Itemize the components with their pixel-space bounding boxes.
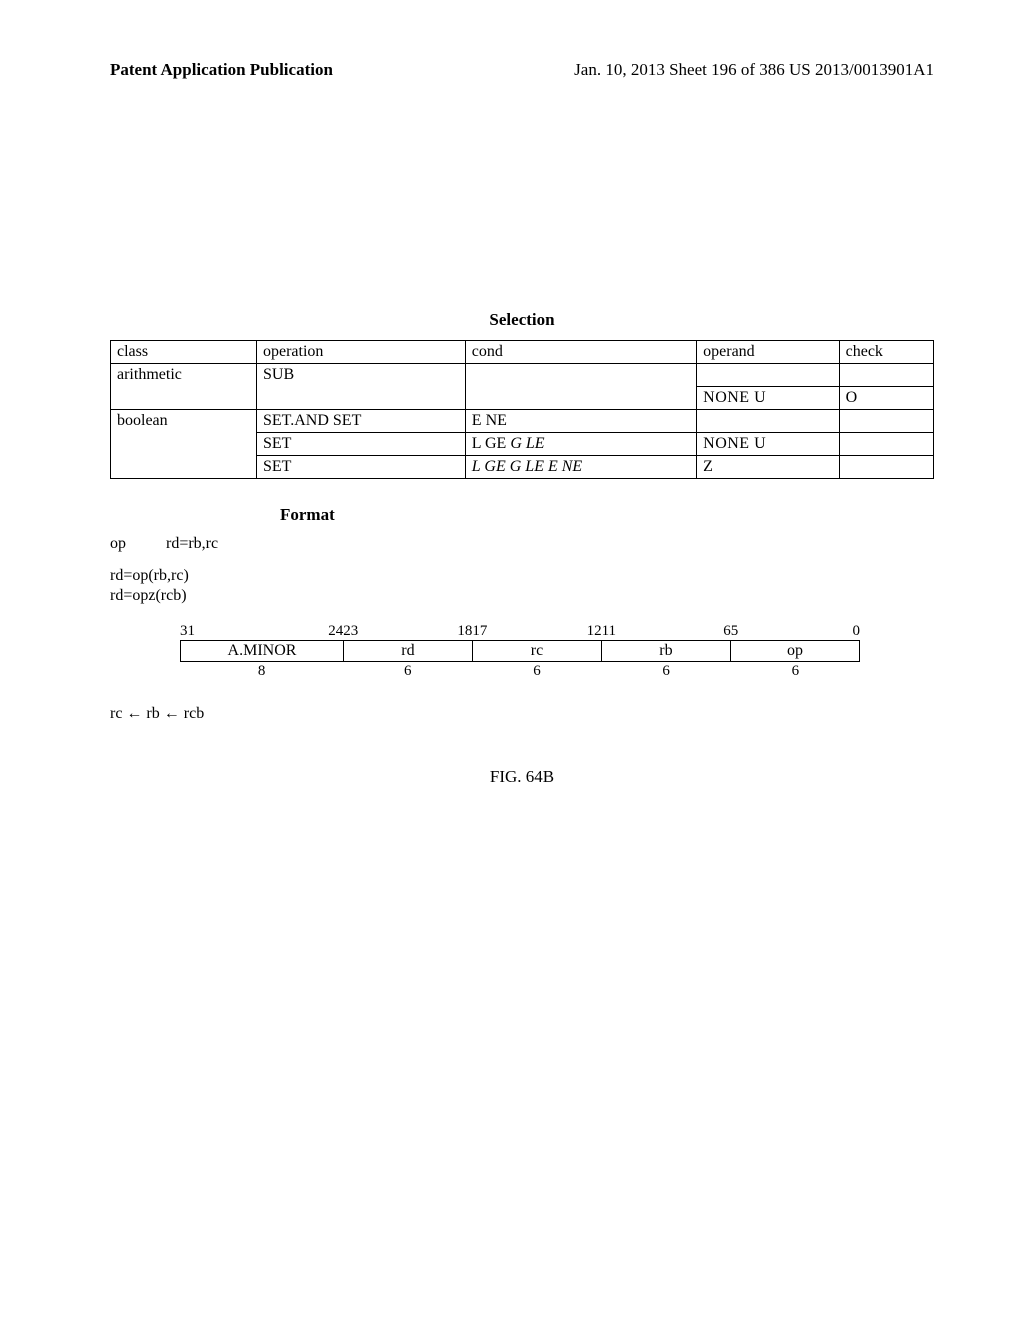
- cell-check: O: [839, 386, 933, 409]
- table-row: 31 24 23 18 17 12 11 6 5 0: [180, 623, 860, 640]
- cell-op: SET: [256, 432, 465, 455]
- bitfield-widths: 8 6 6 6 6: [180, 662, 860, 681]
- fmt-rest: rd=rb,rc: [166, 535, 218, 552]
- table-row: arithmetic SUB: [111, 364, 934, 387]
- cell-cond: [465, 364, 696, 387]
- bit-label: 31: [180, 623, 262, 640]
- page-root: Patent Application Publication Jan. 10, …: [0, 0, 1024, 787]
- table-row: A.MINOR rd rc rb op: [181, 640, 860, 661]
- table-row: NONE U O: [111, 386, 934, 409]
- bitfield-cell: rc: [472, 640, 601, 661]
- cell-operand: NONE U: [697, 386, 839, 409]
- cell-op: SET.AND SET: [256, 409, 465, 432]
- cell-check: [839, 455, 933, 478]
- bit-label: 23: [343, 623, 408, 640]
- col-operand: operand: [697, 341, 839, 364]
- cell-op: [256, 386, 465, 409]
- bitfield-width: 6: [472, 662, 601, 681]
- cell-operand: [697, 409, 839, 432]
- cell-cond: L GE G LE: [465, 432, 696, 455]
- format-line-2: rd=op(rb,rc): [110, 567, 934, 585]
- bitfield-cell: rd: [343, 640, 472, 661]
- header-right: Jan. 10, 2013 Sheet 196 of 386 US 2013/0…: [574, 60, 934, 80]
- table-row: boolean SET.AND SET E NE: [111, 409, 934, 432]
- operand-text: NONE U: [703, 435, 766, 452]
- col-cond: cond: [465, 341, 696, 364]
- table-row: SET L GE G LE NONE U: [111, 432, 934, 455]
- bit-label: 5: [731, 623, 796, 640]
- flow-expr: rc ← rb ← rcb: [110, 705, 934, 723]
- col-operation: operation: [256, 341, 465, 364]
- cell-operand: Z: [697, 455, 839, 478]
- format-line-3: rd=opz(rcb): [110, 587, 934, 605]
- bitfield-cell: op: [730, 640, 859, 661]
- fmt-op: op: [110, 535, 162, 553]
- cell-cond: [465, 386, 696, 409]
- spacer: [110, 555, 934, 565]
- cell-class: [111, 455, 257, 478]
- cell-check: [839, 409, 933, 432]
- cell-class: boolean: [111, 409, 257, 432]
- cell-cond: E NE: [465, 409, 696, 432]
- bit-label: 18: [408, 623, 473, 640]
- cell-class: [111, 386, 257, 409]
- bitfield-cell: A.MINOR: [181, 640, 344, 661]
- selection-title: Selection: [110, 310, 934, 330]
- bitfield-top-labels: 31 24 23 18 17 12 11 6 5 0: [180, 623, 860, 640]
- table-row: SET L GE G LE E NE Z: [111, 455, 934, 478]
- bitfield-cells: A.MINOR rd rc rb op: [180, 640, 860, 662]
- cell-operand: [697, 364, 839, 387]
- col-class: class: [111, 341, 257, 364]
- cell-class: [111, 432, 257, 455]
- page-header: Patent Application Publication Jan. 10, …: [110, 60, 934, 80]
- format-title: Format: [280, 505, 934, 525]
- bit-label: 24: [262, 623, 344, 640]
- cell-class: arithmetic: [111, 364, 257, 387]
- selection-table: class operation cond operand check arith…: [110, 340, 934, 479]
- bitfield-diagram: 31 24 23 18 17 12 11 6 5 0 A.MINOR rd rc: [180, 623, 860, 681]
- cell-check: [839, 364, 933, 387]
- bit-label: 6: [666, 623, 731, 640]
- table-row: 8 6 6 6 6: [180, 662, 860, 681]
- format-line-1: op rd=rb,rc: [110, 535, 934, 553]
- col-check: check: [839, 341, 933, 364]
- bitfield-width: 8: [180, 662, 343, 681]
- bitfield-cell: rb: [601, 640, 730, 661]
- header-left: Patent Application Publication: [110, 60, 333, 80]
- bitfield-width: 6: [731, 662, 860, 681]
- format-block: Format op rd=rb,rc rd=op(rb,rc) rd=opz(r…: [110, 505, 934, 723]
- cell-check: [839, 432, 933, 455]
- operand-text: NONE U: [703, 389, 766, 406]
- table-row: class operation cond operand check: [111, 341, 934, 364]
- bitfield-width: 6: [602, 662, 731, 681]
- bitfield-width: 6: [343, 662, 472, 681]
- cell-op: SUB: [256, 364, 465, 387]
- bit-label: 0: [795, 623, 860, 640]
- bit-label: 12: [537, 623, 602, 640]
- bit-label: 17: [472, 623, 537, 640]
- figure-caption: FIG. 64B: [110, 767, 934, 787]
- bit-label: 11: [602, 623, 667, 640]
- cell-operand: NONE U: [697, 432, 839, 455]
- cell-cond: L GE G LE E NE: [465, 455, 696, 478]
- cell-op: SET: [256, 455, 465, 478]
